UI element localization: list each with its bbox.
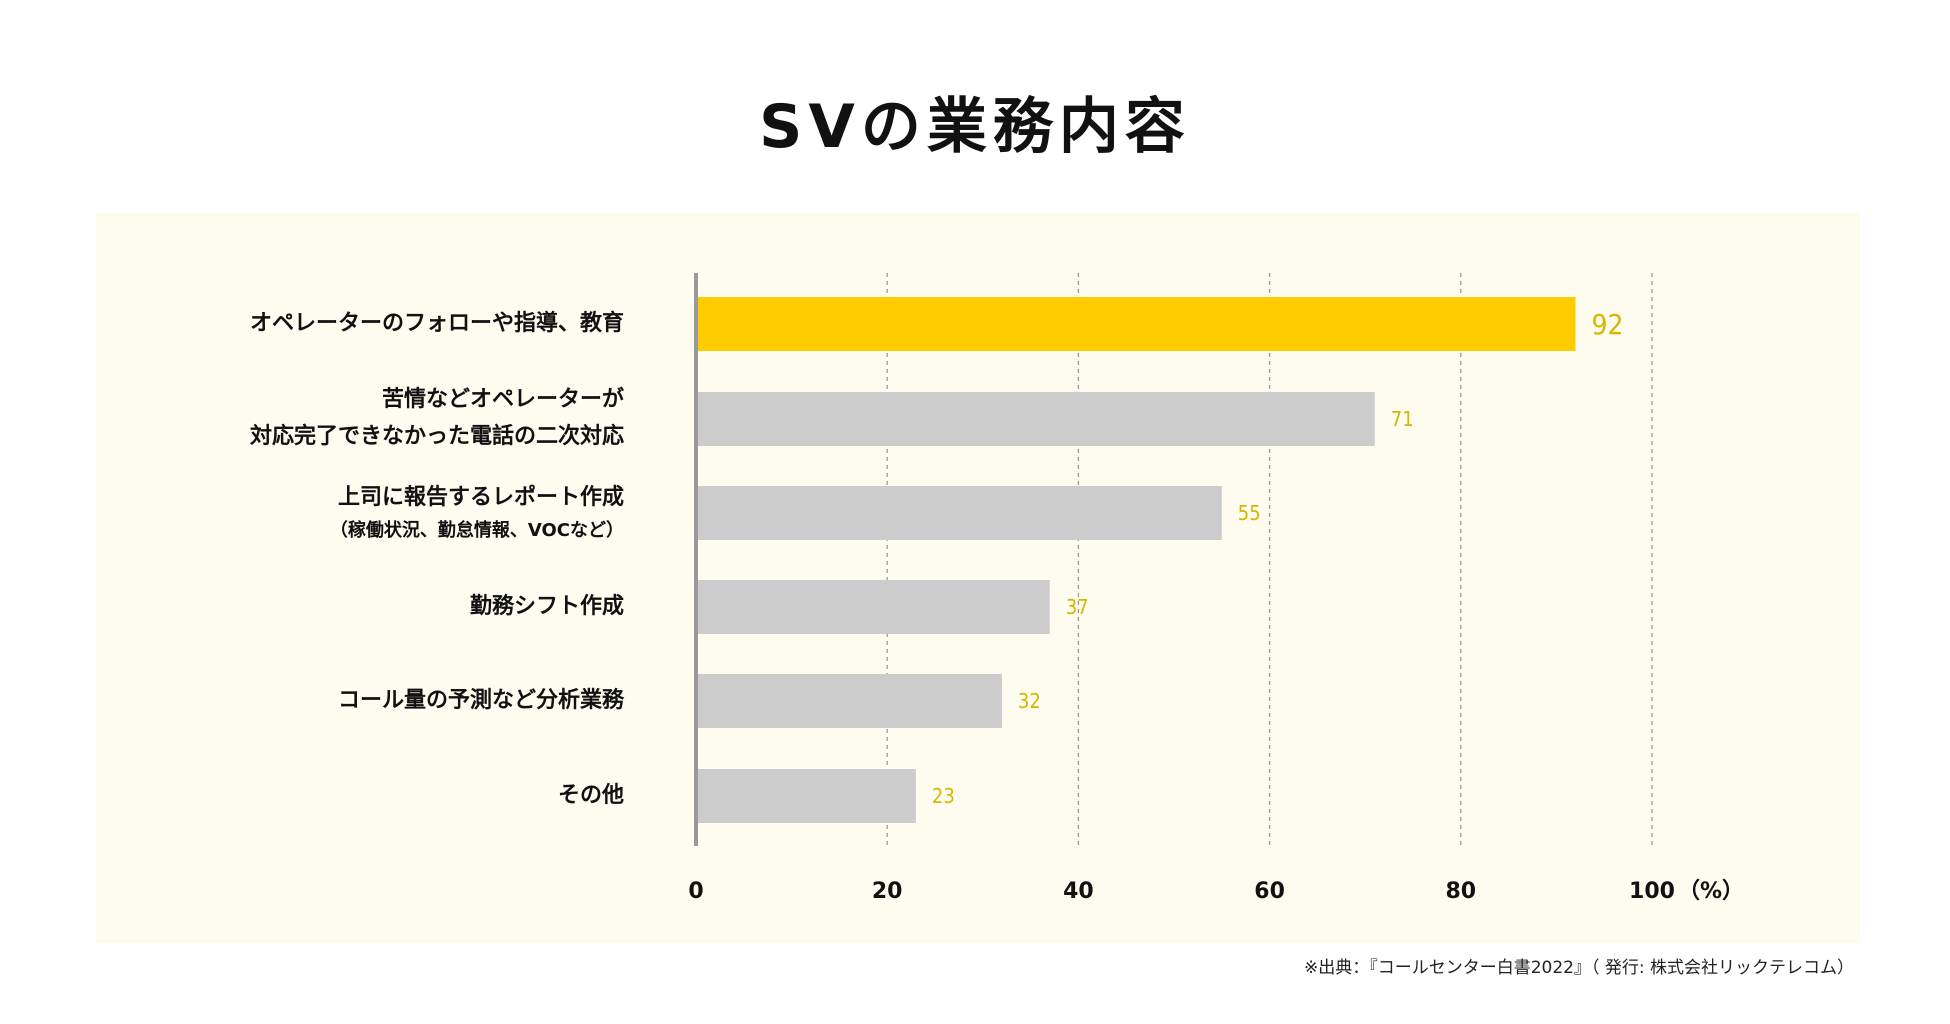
category-label-line: 苦情などオペレーターが <box>381 387 624 412</box>
bar-1 <box>696 392 1375 446</box>
x-tick-label-80: 80 <box>1445 879 1476 904</box>
value-label-1: 71 <box>1391 407 1414 431</box>
category-label-line: （稼働状況、勤怠情報、VOCなど） <box>329 520 624 541</box>
value-label-0: 92 <box>1592 308 1624 341</box>
x-tick-label-60: 60 <box>1254 879 1285 904</box>
value-label-3: 37 <box>1066 595 1089 619</box>
x-axis-unit: （%） <box>1678 879 1744 904</box>
category-label-4: コール量の予測など分析業務 <box>338 683 624 719</box>
category-label-line: オペレーターのフォローや指導、教育 <box>249 311 624 336</box>
category-label-0: オペレーターのフォローや指導、教育 <box>250 306 624 342</box>
source-note: ※出典：『コールセンター白書2022』（ 発行: 株式会社リックテレコム） <box>1303 958 1854 978</box>
value-label-5: 23 <box>932 784 955 808</box>
x-tick-label-0: 0 <box>688 879 703 904</box>
x-tick-label-100: 100 <box>1629 879 1675 904</box>
category-label-1: 苦情などオペレーターが対応完了できなかった電話の二次対応 <box>250 382 624 456</box>
bar-0 <box>696 297 1576 351</box>
category-label-line: 勤務シフト作成 <box>469 594 624 619</box>
x-tick-label-40: 40 <box>1063 879 1094 904</box>
bar-3 <box>696 580 1050 634</box>
chart-title: SVの業務内容 <box>759 92 1191 162</box>
category-label-line: その他 <box>557 783 624 808</box>
category-label-line: コール量の予測など分析業務 <box>337 688 624 713</box>
bar-5 <box>696 769 916 823</box>
value-label-2: 55 <box>1238 501 1261 525</box>
bar-2 <box>696 486 1222 540</box>
value-label-4: 32 <box>1018 689 1041 713</box>
category-label-line: 上司に報告するレポート作成 <box>337 485 624 510</box>
x-tick-label-20: 20 <box>872 879 903 904</box>
bar-4 <box>696 674 1002 728</box>
category-label-2: 上司に報告するレポート作成 （稼働状況、勤怠情報、VOCなど） <box>330 480 624 546</box>
category-label-5: その他 <box>558 778 624 814</box>
category-label-3: 勤務シフト作成 <box>470 589 624 625</box>
category-label-line: 対応完了できなかった電話の二次対応 <box>249 424 624 449</box>
